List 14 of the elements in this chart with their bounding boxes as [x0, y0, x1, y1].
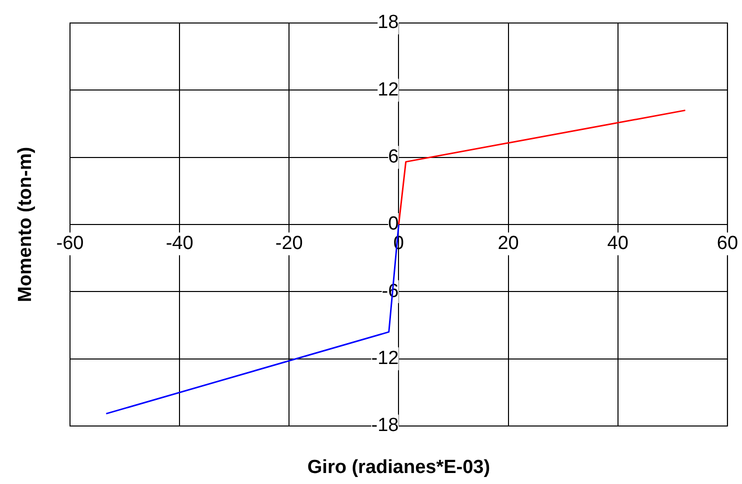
- y-tick-label: 18: [378, 12, 399, 34]
- x-tick-label: 40: [607, 233, 628, 254]
- x-tick-label: 20: [498, 233, 519, 254]
- y-tick-label: 6: [388, 146, 399, 168]
- y-tick-label: 12: [378, 79, 399, 100]
- y-tick-label: -18: [371, 415, 399, 436]
- x-tick-label: -60: [56, 233, 84, 254]
- y-axis-title: Momento (ton-m): [15, 146, 36, 302]
- x-tick-label: -40: [166, 233, 194, 254]
- x-axis-title: Giro (radianes*E-03): [307, 457, 490, 478]
- x-tick-label: -20: [275, 233, 303, 254]
- x-tick-label: 60: [716, 233, 738, 254]
- y-tick-label: -12: [371, 348, 399, 370]
- y-tick-label: 0: [388, 214, 399, 235]
